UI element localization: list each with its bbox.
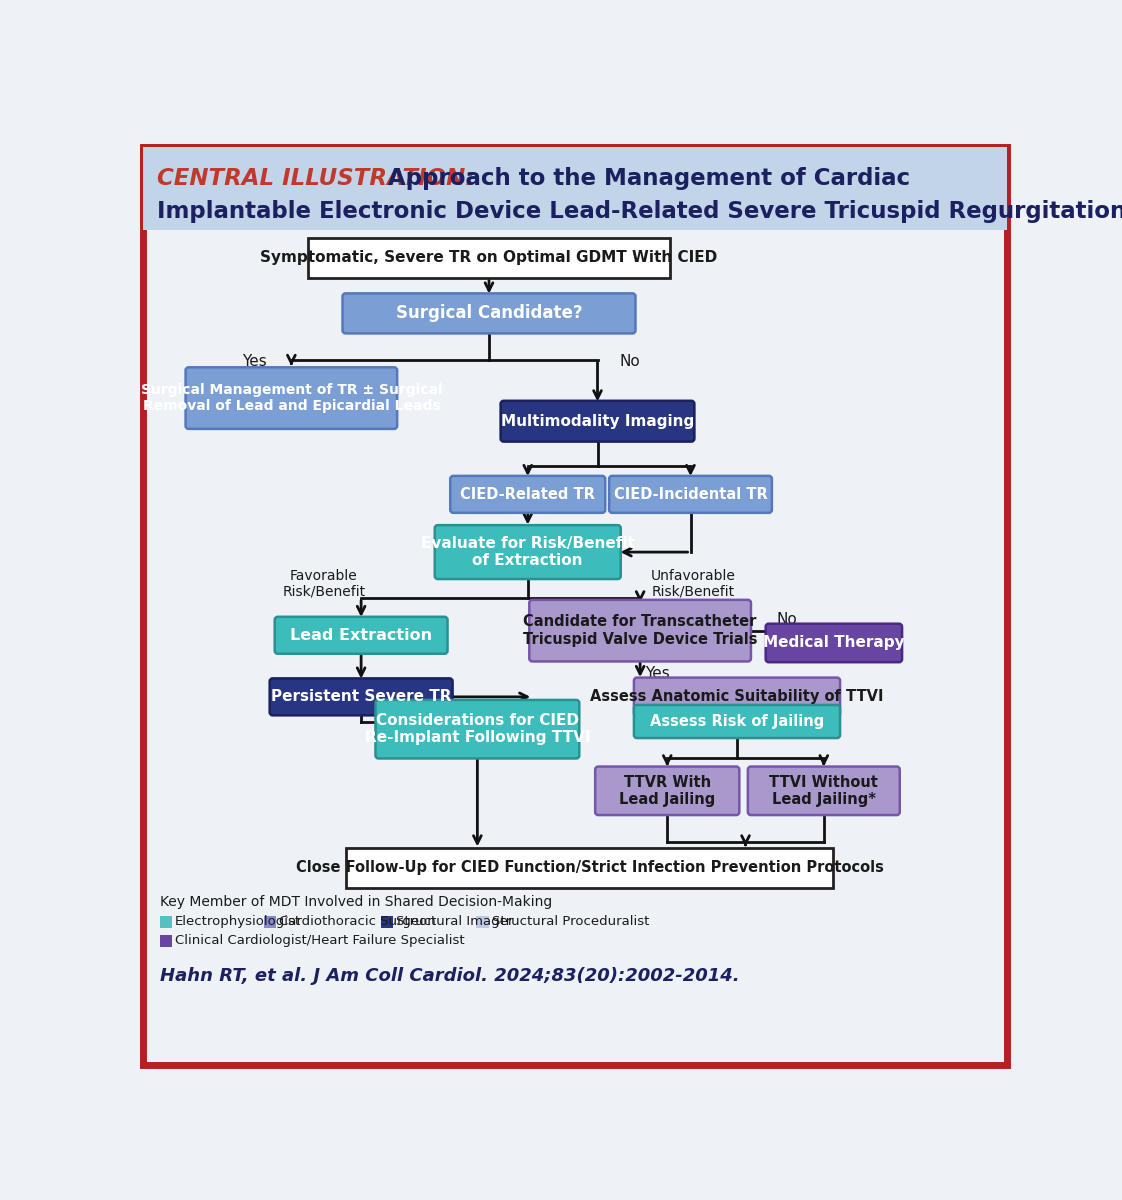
FancyBboxPatch shape [269,678,452,715]
Text: Evaluate for Risk/Benefit
of Extraction: Evaluate for Risk/Benefit of Extraction [421,536,635,569]
Text: Structural Imager: Structural Imager [396,916,514,929]
FancyBboxPatch shape [434,526,620,580]
Bar [264,916,276,928]
FancyBboxPatch shape [450,476,605,512]
Text: Symptomatic, Severe TR on Optimal GDMT With CIED: Symptomatic, Severe TR on Optimal GDMT W… [260,251,718,265]
Bar [159,935,172,947]
Text: No: No [778,612,798,628]
Text: Assess Anatomic Suitability of TTVI: Assess Anatomic Suitability of TTVI [590,689,884,704]
Text: Favorable
Risk/Benefit: Favorable Risk/Benefit [283,569,366,599]
FancyBboxPatch shape [765,624,902,662]
Text: Persistent Severe TR: Persistent Severe TR [270,689,451,704]
Text: Assess Risk of Jailing: Assess Risk of Jailing [650,714,825,728]
Text: Unfavorable
Risk/Benefit: Unfavorable Risk/Benefit [651,569,735,599]
FancyBboxPatch shape [376,700,579,758]
Bar [477,916,489,928]
Text: Multimodality Imaging: Multimodality Imaging [500,414,695,428]
Text: Surgical Candidate?: Surgical Candidate? [396,305,582,323]
Text: TTVR With
Lead Jailing: TTVR With Lead Jailing [619,775,716,808]
FancyBboxPatch shape [275,617,448,654]
Text: CENTRAL ILLUSTRATION:: CENTRAL ILLUSTRATION: [157,167,475,190]
Text: CIED-Incidental TR: CIED-Incidental TR [614,487,767,502]
Text: Structural Proceduralist: Structural Proceduralist [491,916,650,929]
Text: Yes: Yes [242,354,267,368]
FancyBboxPatch shape [595,767,739,815]
FancyBboxPatch shape [609,476,772,512]
FancyBboxPatch shape [634,678,840,716]
FancyBboxPatch shape [530,600,751,661]
Text: Key Member of MDT Involved in Shared Decision-Making: Key Member of MDT Involved in Shared Dec… [159,895,552,910]
Text: Close Follow-Up for CIED Function/Strict Infection Prevention Protocols: Close Follow-Up for CIED Function/Strict… [296,860,884,875]
FancyBboxPatch shape [500,401,695,442]
Text: Approach to the Management of Cardiac: Approach to the Management of Cardiac [380,167,911,190]
Text: Medical Therapy: Medical Therapy [763,636,904,650]
Text: Implantable Electronic Device Lead-Related Severe Tricuspid Regurgitation: Implantable Electronic Device Lead-Relat… [157,200,1122,223]
Bar [381,916,394,928]
Text: Surgical Management of TR ± Surgical
Removal of Lead and Epicardial Leads: Surgical Management of TR ± Surgical Rem… [140,383,442,413]
Text: Candidate for Transcatheter
Tricuspid Valve Device Trials: Candidate for Transcatheter Tricuspid Va… [523,614,757,647]
Text: Yes: Yes [645,666,670,682]
FancyBboxPatch shape [309,238,670,278]
FancyBboxPatch shape [185,367,397,428]
Text: TTVI Without
Lead Jailing*: TTVI Without Lead Jailing* [770,775,879,808]
Bar [144,148,1006,230]
Text: Cardiothoracic Surgeon: Cardiothoracic Surgeon [279,916,436,929]
Text: CIED-Related TR: CIED-Related TR [460,487,595,502]
Text: No: No [619,354,641,368]
Text: Hahn RT, et al. J Am Coll Cardiol. 2024;83(20):2002-2014.: Hahn RT, et al. J Am Coll Cardiol. 2024;… [159,967,739,984]
Text: Considerations for CIED
Re-Implant Following TTVI: Considerations for CIED Re-Implant Follo… [365,713,590,745]
Text: Electrophysiologist: Electrophysiologist [175,916,301,929]
Bar [159,916,172,928]
FancyBboxPatch shape [342,293,635,334]
Text: Lead Extraction: Lead Extraction [291,628,432,643]
Text: Clinical Cardiologist/Heart Failure Specialist: Clinical Cardiologist/Heart Failure Spec… [175,935,465,948]
FancyBboxPatch shape [748,767,900,815]
FancyBboxPatch shape [634,704,840,738]
FancyBboxPatch shape [347,847,834,888]
